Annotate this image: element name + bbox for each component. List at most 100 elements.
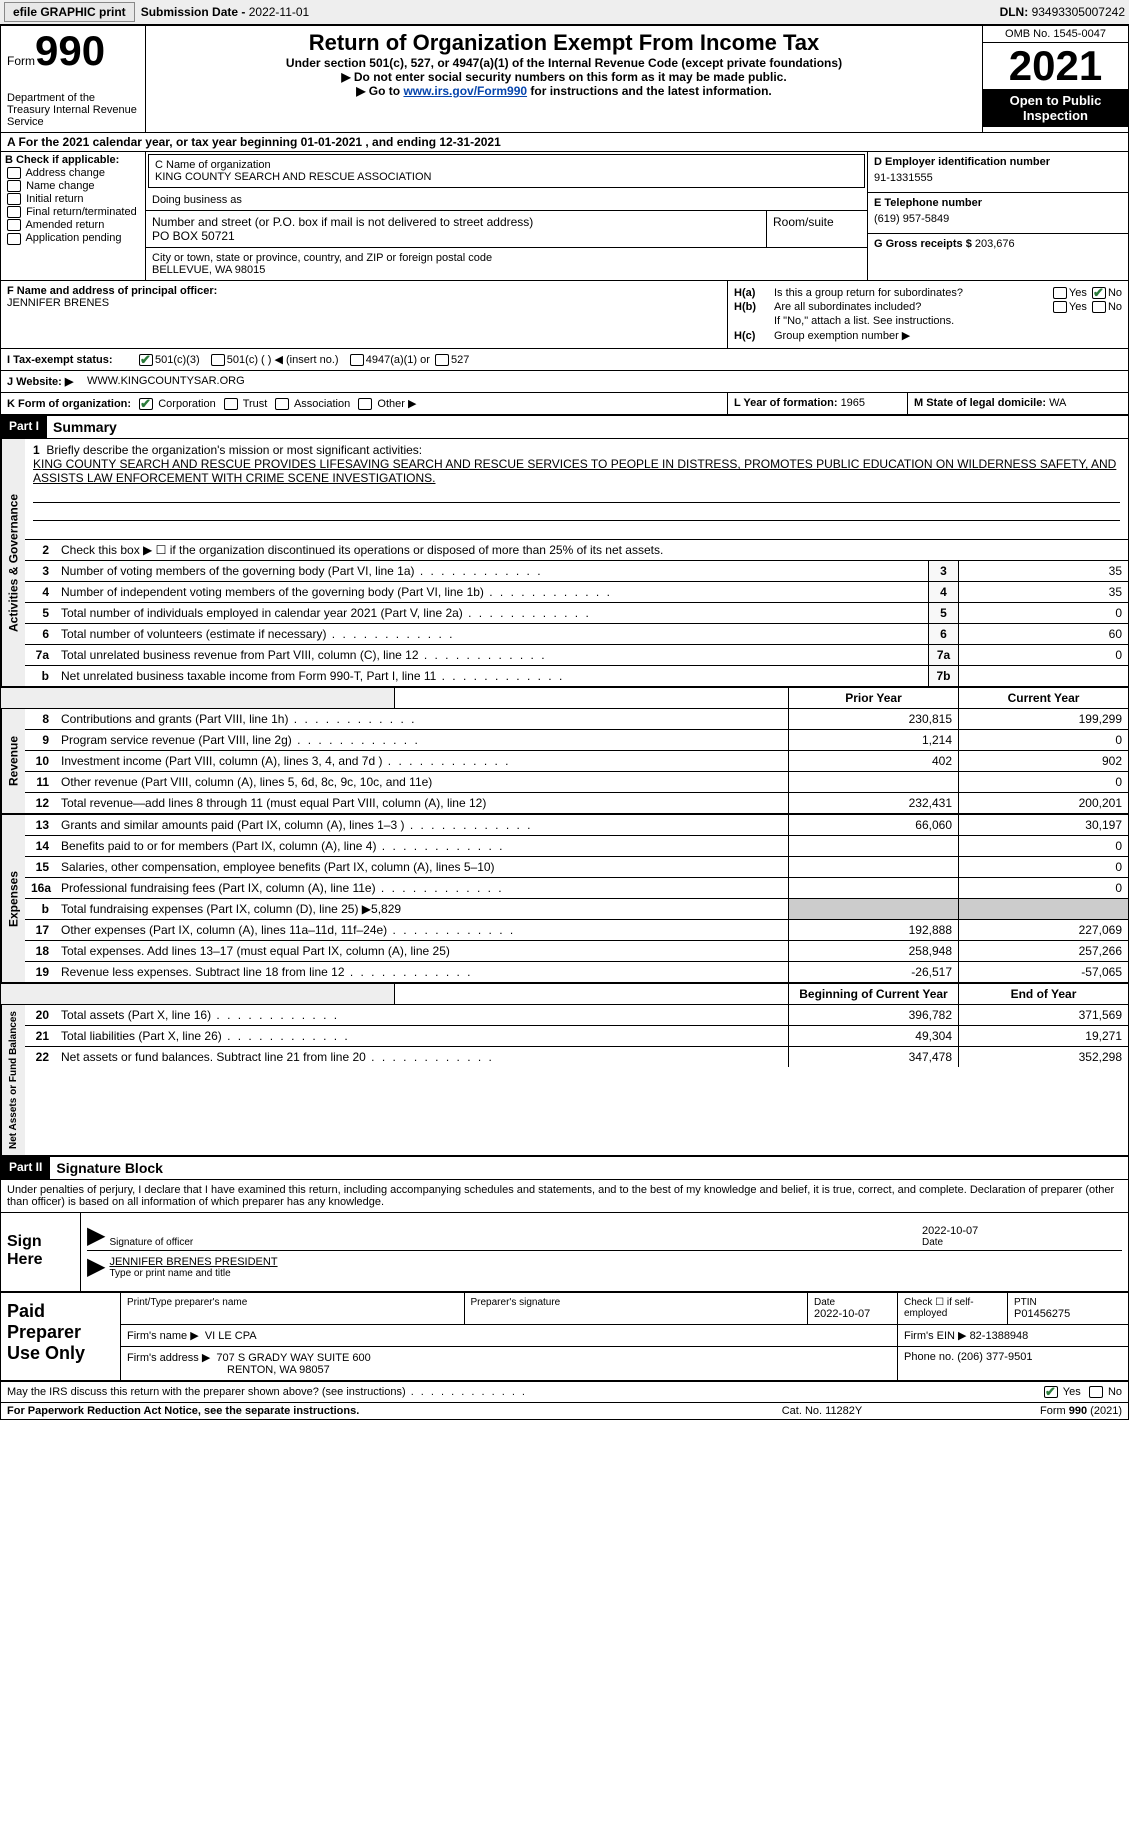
- h-a-label: H(a): [734, 287, 774, 299]
- officer-label: F Name and address of principal officer:: [7, 285, 721, 297]
- street-label: Number and street (or P.O. box if mail i…: [152, 215, 760, 229]
- ptin-value: P01456275: [1014, 1308, 1122, 1320]
- checkbox-final-return[interactable]: Final return/terminated: [5, 206, 141, 218]
- checkbox-association[interactable]: [275, 398, 289, 410]
- firm-address-2: RENTON, WA 98057: [127, 1364, 330, 1376]
- line-17-current: 227,069: [958, 920, 1128, 940]
- side-tab-revenue: Revenue: [1, 709, 25, 813]
- line-3: 3Number of voting members of the governi…: [25, 561, 1128, 582]
- line-20-prior: 396,782: [788, 1005, 958, 1025]
- firm-name-label: Firm's name ▶: [127, 1330, 199, 1342]
- line-16a: 16aProfessional fundraising fees (Part I…: [25, 878, 1128, 899]
- footer-question: May the IRS discuss this return with the…: [1, 1382, 1128, 1402]
- line-21: 21Total liabilities (Part X, line 26) 49…: [25, 1026, 1128, 1047]
- checkbox-527[interactable]: [435, 354, 449, 366]
- line-8-text: Contributions and grants (Part VIII, lin…: [55, 709, 788, 729]
- line-20-current: 371,569: [958, 1005, 1128, 1025]
- h-c-label: H(c): [734, 330, 774, 342]
- line-6-value: 60: [958, 624, 1128, 644]
- line-16b-text: Total fundraising expenses (Part IX, col…: [55, 899, 788, 919]
- line-2-text: Check this box ▶ ☐ if the organization d…: [55, 540, 1128, 560]
- line-15: 15Salaries, other compensation, employee…: [25, 857, 1128, 878]
- checkbox-corporation[interactable]: [139, 398, 153, 410]
- form-footer: Form 990 (2021): [922, 1405, 1122, 1417]
- end-year-header: End of Year: [958, 984, 1128, 1004]
- checkbox-other[interactable]: [358, 398, 372, 410]
- mission-label: Briefly describe the organization's miss…: [46, 443, 422, 457]
- line-18-prior: 258,948: [788, 941, 958, 961]
- checkbox-ha-no[interactable]: [1092, 287, 1106, 299]
- line-4: 4Number of independent voting members of…: [25, 582, 1128, 603]
- part-1-title: Summary: [47, 416, 1128, 438]
- line-16a-text: Professional fundraising fees (Part IX, …: [55, 878, 788, 898]
- line-15-prior: [788, 857, 958, 877]
- line-10-prior: 402: [788, 751, 958, 771]
- current-year-header: Current Year: [958, 688, 1128, 708]
- omb-number: OMB No. 1545-0047: [983, 26, 1128, 43]
- line-11-current: 0: [958, 772, 1128, 792]
- section-bcd: B Check if applicable: Address change Na…: [1, 152, 1128, 281]
- firm-phone: (206) 377-9501: [957, 1351, 1032, 1363]
- checkbox-trust[interactable]: [224, 398, 238, 410]
- street-value: PO BOX 50721: [152, 229, 760, 243]
- line-10: 10Investment income (Part VIII, column (…: [25, 751, 1128, 772]
- line-18: 18Total expenses. Add lines 13–17 (must …: [25, 941, 1128, 962]
- side-tab-expenses: Expenses: [1, 815, 25, 982]
- checkbox-name-change[interactable]: Name change: [5, 180, 141, 192]
- row-j-website: J Website: ▶ WWW.KINGCOUNTYSAR.ORG: [1, 371, 1128, 393]
- checkbox-ha-yes[interactable]: [1053, 287, 1067, 299]
- checkbox-4947[interactable]: [350, 354, 364, 366]
- checkbox-discuss-no[interactable]: [1089, 1386, 1103, 1398]
- line-5-text: Total number of individuals employed in …: [55, 603, 928, 623]
- h-a-boxes: Yes No: [1051, 287, 1122, 299]
- form-subtitle: Under section 501(c), 527, or 4947(a)(1)…: [154, 56, 974, 70]
- checkbox-discuss-yes[interactable]: [1044, 1386, 1058, 1398]
- checkbox-501c3[interactable]: [139, 354, 153, 366]
- efile-button[interactable]: efile GRAPHIC print: [4, 2, 135, 22]
- line-19-current: -57,065: [958, 962, 1128, 982]
- line-16a-current: 0: [958, 878, 1128, 898]
- officer-name: JENNIFER BRENES: [7, 297, 721, 309]
- inspection-notice: Open to Public Inspection: [983, 89, 1128, 127]
- revenue-grid: Revenue 8Contributions and grants (Part …: [1, 709, 1128, 815]
- line-18-text: Total expenses. Add lines 13–17 (must eq…: [55, 941, 788, 961]
- checkbox-initial-return[interactable]: Initial return: [5, 193, 141, 205]
- row-i-tax-status: I Tax-exempt status: 501(c)(3) 501(c) ( …: [1, 349, 1128, 371]
- prior-year-header: Prior Year: [788, 688, 958, 708]
- checkbox-hb-yes[interactable]: [1053, 301, 1067, 313]
- side-tab-net-assets: Net Assets or Fund Balances: [1, 1005, 25, 1155]
- h-b-boxes: Yes No: [1051, 301, 1122, 313]
- net-assets-grid: Net Assets or Fund Balances 20Total asse…: [1, 1005, 1128, 1157]
- checkbox-application-pending[interactable]: Application pending: [5, 232, 141, 244]
- line-10-text: Investment income (Part VIII, column (A)…: [55, 751, 788, 771]
- line-3-text: Number of voting members of the governin…: [55, 561, 928, 581]
- org-name-label: C Name of organization: [155, 159, 858, 171]
- header-middle: Return of Organization Exempt From Incom…: [146, 26, 983, 132]
- line-8: 8Contributions and grants (Part VIII, li…: [25, 709, 1128, 730]
- line-4-text: Number of independent voting members of …: [55, 582, 928, 602]
- state-domicile-label: M State of legal domicile:: [914, 397, 1049, 409]
- irs-link[interactable]: www.irs.gov/Form990: [403, 84, 527, 98]
- line-9-text: Program service revenue (Part VIII, line…: [55, 730, 788, 750]
- paid-preparer-section: Paid Preparer Use Only Print/Type prepar…: [1, 1293, 1128, 1382]
- checkbox-amended-return[interactable]: Amended return: [5, 219, 141, 231]
- line-10-current: 902: [958, 751, 1128, 771]
- form-header: Form990 Department of the Treasury Inter…: [1, 26, 1128, 133]
- line-16b: bTotal fundraising expenses (Part IX, co…: [25, 899, 1128, 920]
- col-headers-2: Beginning of Current Year End of Year: [1, 984, 1128, 1005]
- checkbox-501c[interactable]: [211, 354, 225, 366]
- preparer-sig-label: Preparer's signature: [471, 1297, 802, 1308]
- website-label: J Website: ▶: [7, 375, 87, 388]
- line-1-mission: 1 Briefly describe the organization's mi…: [25, 439, 1128, 540]
- line-21-current: 19,271: [958, 1026, 1128, 1046]
- part-1-header: Part I Summary: [1, 416, 1128, 439]
- checkbox-address-change[interactable]: Address change: [5, 167, 141, 179]
- box-c: C Name of organization KING COUNTY SEARC…: [146, 152, 868, 280]
- form-title: Return of Organization Exempt From Incom…: [154, 30, 974, 56]
- part-2-header: Part II Signature Block: [1, 1157, 1128, 1180]
- line-22-current: 352,298: [958, 1047, 1128, 1067]
- checkbox-hb-no[interactable]: [1092, 301, 1106, 313]
- header-right: OMB No. 1545-0047 2021 Open to Public In…: [983, 26, 1128, 132]
- line-19: 19Revenue less expenses. Subtract line 1…: [25, 962, 1128, 982]
- side-tab-activities: Activities & Governance: [1, 439, 25, 686]
